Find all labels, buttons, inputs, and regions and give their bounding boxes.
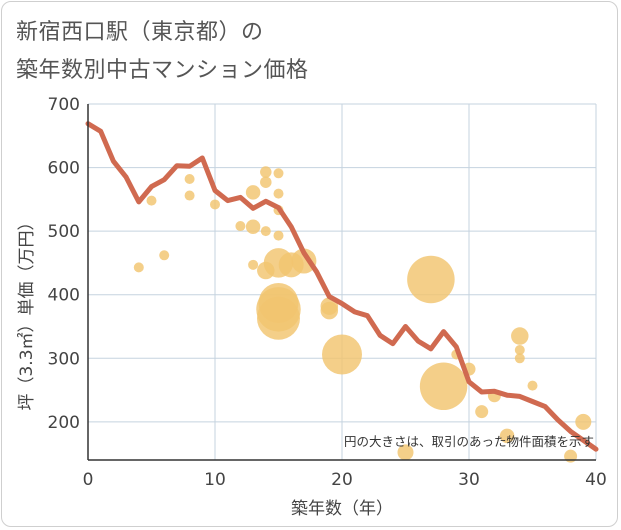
axes xyxy=(87,104,596,461)
x-tick-label: 0 xyxy=(83,470,94,490)
bubble-point xyxy=(514,353,525,364)
bubble-point xyxy=(273,188,284,199)
bubble-point xyxy=(184,174,195,185)
bubble-point xyxy=(419,362,468,411)
x-tick-label: 40 xyxy=(585,470,607,490)
y-tick-label: 400 xyxy=(48,286,80,306)
bubble-point xyxy=(511,327,529,345)
bubble-point xyxy=(133,262,144,273)
bubble-point xyxy=(245,219,261,234)
bubble-point xyxy=(159,250,170,261)
y-tick-label: 500 xyxy=(48,222,80,242)
bubble-point xyxy=(499,428,515,444)
chart-note: 円の大きさは、取引のあった物件面積を示す xyxy=(344,434,594,449)
bubble-point xyxy=(210,199,220,210)
bubble-point xyxy=(514,345,525,356)
chart-title-line1: 新宿西口駅（東京都）の xyxy=(16,20,264,45)
chart-title-line2: 築年数別中古マンション価格 xyxy=(16,58,309,83)
bubble-point xyxy=(575,413,592,430)
bubble-point xyxy=(320,301,339,320)
bubble-series xyxy=(133,166,592,463)
bubble-point xyxy=(184,190,195,201)
x-tick-label: 10 xyxy=(204,470,226,490)
bubble-point xyxy=(407,255,455,304)
y-tick-label: 200 xyxy=(48,413,80,433)
tick-labels: 200 300 400 500 600 700 0 10 20 30 40 xyxy=(48,95,607,490)
bubble-point xyxy=(146,195,157,206)
bubble-point xyxy=(273,168,284,179)
x-axis-label: 築年数（年） xyxy=(291,499,393,519)
y-tick-label: 700 xyxy=(48,95,80,115)
bubble-point xyxy=(273,230,284,241)
bubble-point xyxy=(235,221,246,232)
bubble-point xyxy=(322,334,362,375)
bubble-point xyxy=(260,166,272,178)
bubble-point xyxy=(527,380,538,391)
bubble-point xyxy=(475,405,489,419)
x-tick-label: 20 xyxy=(331,470,353,490)
y-tick-label: 600 xyxy=(48,159,80,179)
bubble-point xyxy=(245,185,261,200)
average-line-series xyxy=(85,121,599,452)
average-price-line xyxy=(85,121,599,452)
y-tick-label: 300 xyxy=(48,349,80,369)
bubble-point xyxy=(248,259,259,270)
grid-lines xyxy=(88,103,597,460)
bubble-point xyxy=(397,444,414,461)
bubble-point xyxy=(260,226,271,237)
bubble-point xyxy=(291,248,317,274)
bubble-point xyxy=(260,176,272,188)
bubble-point xyxy=(257,296,300,340)
y-axis-label: 坪（3.3㎡）単価（万円） xyxy=(17,213,37,410)
x-tick-label: 30 xyxy=(458,470,480,490)
